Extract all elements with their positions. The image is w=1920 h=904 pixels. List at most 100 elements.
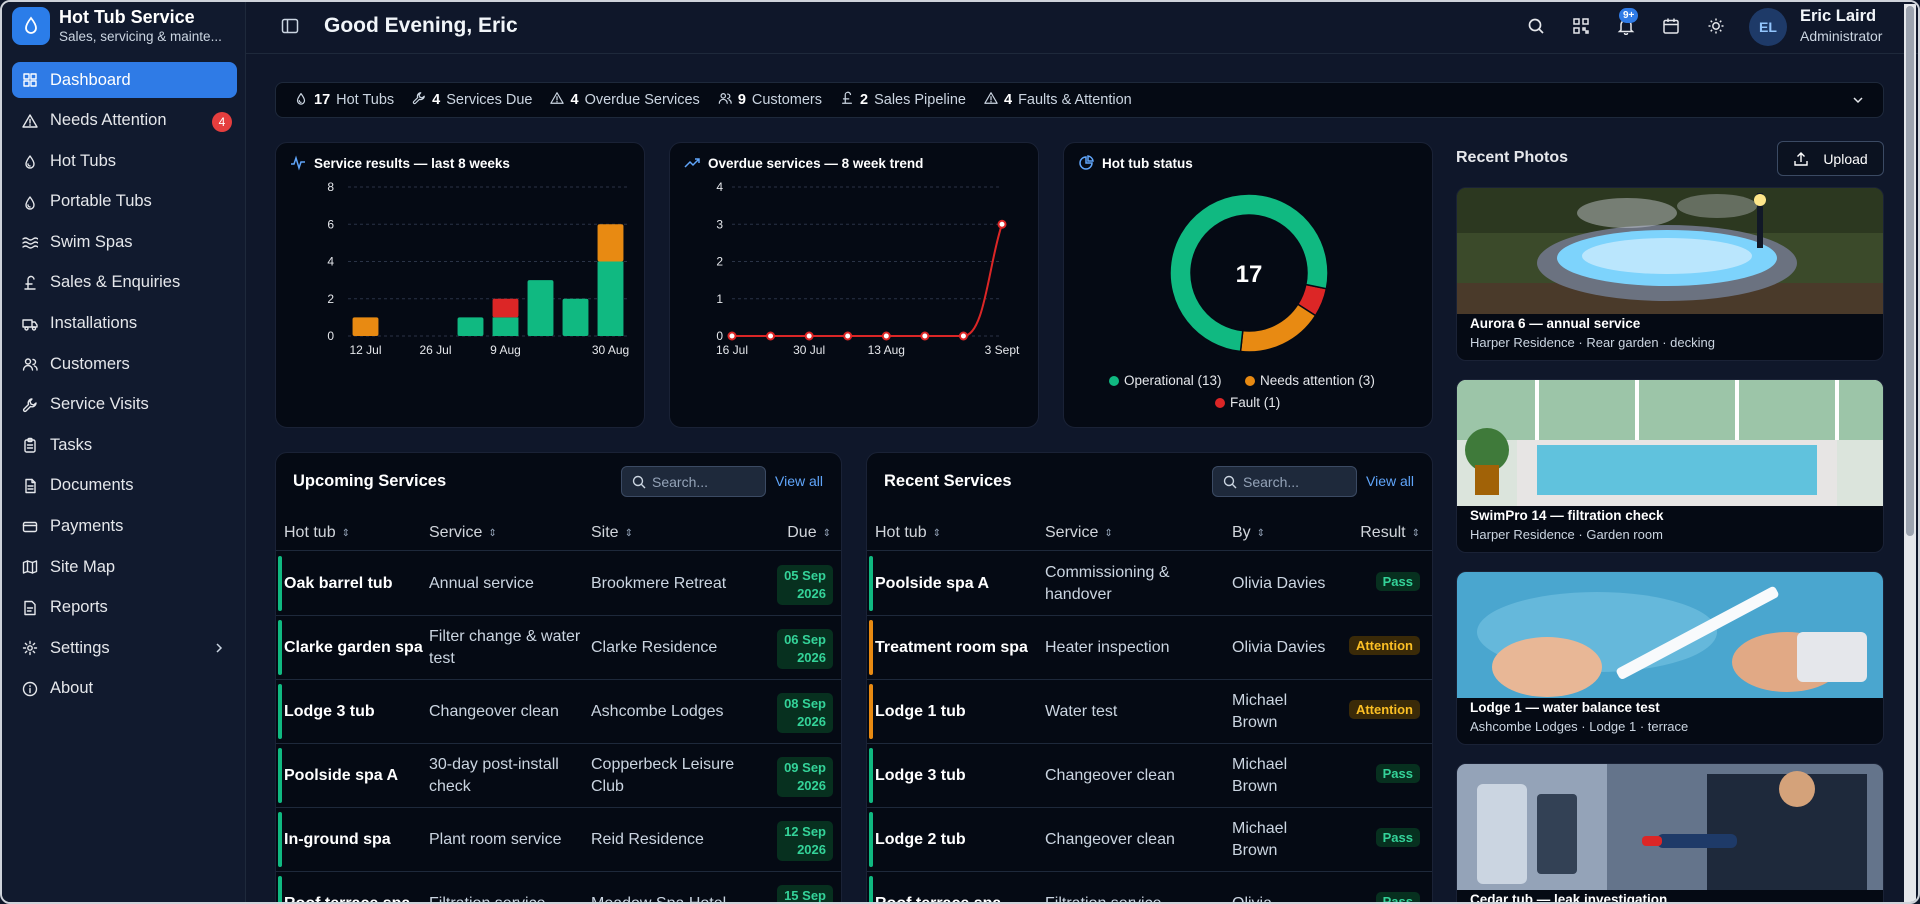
sidebar-item-reports[interactable]: Reports — [12, 590, 237, 626]
table-row[interactable]: Lodge 1 tub Water test Michael Brown Attent… — [867, 680, 1432, 744]
page-scrollbar-thumb[interactable] — [1906, 6, 1914, 536]
table-row[interactable]: In-ground spa Plant room service Reid Resi… — [276, 808, 841, 872]
cell-tub[interactable]: Lodge 2 tub — [875, 830, 966, 848]
upcoming-search-input[interactable] — [652, 473, 762, 490]
sidebar-item-needs-attention[interactable]: Needs Attention 4 — [12, 103, 237, 139]
table-row[interactable]: Roof terrace spa Filtration service Meadow… — [276, 872, 841, 904]
sort-icon[interactable]: ⇕ — [624, 527, 633, 539]
cell-tub[interactable]: Lodge 1 tub — [875, 702, 966, 720]
upcoming-view-all-link[interactable]: View all — [775, 473, 823, 489]
chevron-right-icon — [213, 640, 225, 659]
table-row[interactable]: Oak barrel tub Annual service Brookmere Re… — [276, 552, 841, 616]
upload-button[interactable]: Upload — [1777, 141, 1884, 176]
table-row[interactable]: Poolside spa A 30-day post-install check C… — [276, 744, 841, 808]
sidebar-item-documents[interactable]: Documents — [12, 468, 237, 504]
sidebar-toggle-icon[interactable] — [281, 17, 299, 35]
sidebar-item-about[interactable]: About — [12, 671, 237, 707]
photo-card[interactable]: Lodge 1 — water balance test Ashcombe Lo… — [1456, 571, 1884, 745]
cell-site: Copperbeck Leisure Club — [591, 755, 735, 795]
chevron-down-icon[interactable] — [1851, 93, 1865, 111]
sidebar-item-portable-tubs[interactable]: Portable Tubs — [12, 184, 237, 220]
sort-icon[interactable]: ⇕ — [1104, 527, 1113, 539]
sidebar-item-dashboard[interactable]: Dashboard — [12, 62, 237, 98]
due-day: 12 Sep — [784, 824, 826, 839]
sidebar-item-label: Site Map — [50, 557, 116, 576]
sidebar-item-label: Swim Spas — [50, 232, 133, 251]
column-header-site[interactable]: Site ⇕ — [591, 524, 633, 542]
upcoming-services-title: Upcoming Services — [293, 472, 447, 490]
recent-search-input[interactable] — [1243, 473, 1353, 490]
sort-icon[interactable]: ⇕ — [1256, 527, 1266, 539]
sun-theme-icon[interactable] — [1707, 17, 1725, 35]
column-header-service[interactable]: Service ⇕ — [1045, 524, 1113, 542]
cell-tub[interactable]: Treatment room spa — [875, 638, 1028, 656]
sidebar-item-label: Settings — [50, 638, 110, 657]
waves-icon — [22, 234, 38, 250]
table-row[interactable]: Poolside spa A Commissioning & handover Ol… — [867, 552, 1432, 616]
table-row[interactable]: Lodge 3 tub Changeover clean Ashcombe Lodg… — [276, 680, 841, 744]
sidebar-item-hot-tubs[interactable]: Hot Tubs — [12, 143, 237, 179]
calendar-icon[interactable] — [1662, 17, 1680, 35]
sidebar-item-sales-enquiries[interactable]: Sales & Enquiries — [12, 265, 237, 301]
qr-code-icon[interactable] — [1572, 17, 1590, 35]
stat-faults-attention[interactable]: 4 Faults & Attention — [984, 91, 1132, 109]
table-row[interactable]: Lodge 2 tub Changeover clean Michael Brown… — [867, 808, 1432, 872]
sort-icon[interactable]: ⇕ — [1411, 527, 1420, 539]
sort-icon[interactable]: ⇕ — [932, 527, 941, 539]
sidebar-item-service-visits[interactable]: Service Visits — [12, 387, 237, 423]
sort-icon[interactable]: ⇕ — [822, 527, 831, 539]
recent-view-all-link[interactable]: View all — [1366, 473, 1414, 489]
sort-icon[interactable]: ⇕ — [488, 527, 497, 539]
column-header-hot-tub[interactable]: Hot tub ⇕ — [284, 524, 350, 542]
user-avatar[interactable]: EL — [1749, 8, 1787, 46]
cell-tub[interactable]: Poolside spa A — [284, 766, 399, 784]
cell-tub[interactable]: Lodge 3 tub — [284, 702, 375, 720]
table-row[interactable]: Roof terrace spa Filtration service Olivia… — [867, 872, 1432, 904]
cell-tub[interactable]: Lodge 3 tub — [875, 766, 966, 784]
sidebar-item-settings[interactable]: Settings — [12, 630, 237, 666]
sidebar-item-label: Customers — [50, 354, 130, 373]
bar — [597, 224, 624, 262]
cell-service: Heater inspection — [1045, 638, 1170, 656]
y-tick-label: 4 — [716, 180, 723, 194]
user-name[interactable]: Eric Laird — [1800, 7, 1877, 25]
column-header-due[interactable]: Due ⇕ — [787, 524, 831, 542]
cell-tub[interactable]: In-ground spa — [284, 830, 391, 848]
cell-tub[interactable]: Oak barrel tub — [284, 574, 393, 592]
recent-search[interactable] — [1212, 466, 1357, 497]
sidebar-item-tasks[interactable]: Tasks — [12, 427, 237, 463]
table-row[interactable]: Treatment room spa Heater inspection Olivi… — [867, 616, 1432, 680]
upcoming-search[interactable] — [621, 466, 766, 497]
stat-hot-tubs[interactable]: 17 Hot Tubs — [294, 91, 394, 109]
cell-tub[interactable]: Poolside spa A — [875, 574, 990, 592]
cell-tub[interactable]: Roof terrace spa — [284, 894, 411, 904]
stat-customers[interactable]: 9 Customers — [718, 91, 822, 109]
sidebar-item-payments[interactable]: Payments — [12, 509, 237, 545]
table-row[interactable]: Lodge 3 tub Changeover clean Michael Brown… — [867, 744, 1432, 808]
recent-services-title: Recent Services — [884, 472, 1012, 490]
column-header-by[interactable]: By ⇕ — [1232, 524, 1265, 542]
sidebar-item-customers[interactable]: Customers — [12, 346, 237, 382]
series-line — [732, 223, 1003, 337]
stat-overdue-services[interactable]: 4 Overdue Services — [550, 91, 700, 109]
search-icon[interactable] — [1527, 17, 1545, 35]
photo-card[interactable]: Aurora 6 — annual service Harper Residen… — [1456, 187, 1884, 361]
column-header-service[interactable]: Service ⇕ — [429, 524, 497, 542]
cell-tub[interactable]: Roof terrace spa — [875, 894, 1002, 904]
sidebar-item-swim-spas[interactable]: Swim Spas — [12, 224, 237, 260]
sidebar-item-site-map[interactable]: Site Map — [12, 549, 237, 585]
cell-tub[interactable]: Clarke garden spa — [284, 638, 423, 656]
sidebar-item-installations[interactable]: Installations — [12, 306, 237, 342]
stat-sales-pipeline[interactable]: 2 Sales Pipeline — [840, 91, 966, 109]
photo-card[interactable]: Cedar tub — leak investigation — [1456, 763, 1884, 902]
stats-bar[interactable]: 17 Hot Tubs 4 Services Due 4 Overdue Services… — [275, 82, 1884, 118]
sort-icon[interactable]: ⇕ — [341, 527, 350, 539]
data-point — [766, 331, 776, 341]
column-header-result[interactable]: Result ⇕ — [1360, 524, 1420, 542]
stat-services-due[interactable]: 4 Services Due — [412, 91, 532, 109]
table-row[interactable]: Clarke garden spa Filter change & water t… — [276, 616, 841, 680]
cell-by: Michael Brown — [1232, 691, 1288, 731]
brand[interactable]: Hot Tub Service Sales, servicing & maint… — [12, 6, 222, 46]
photo-card[interactable]: SwimPro 14 — filtration check Harper Res… — [1456, 379, 1884, 553]
column-header-hot-tub[interactable]: Hot tub ⇕ — [875, 524, 941, 542]
